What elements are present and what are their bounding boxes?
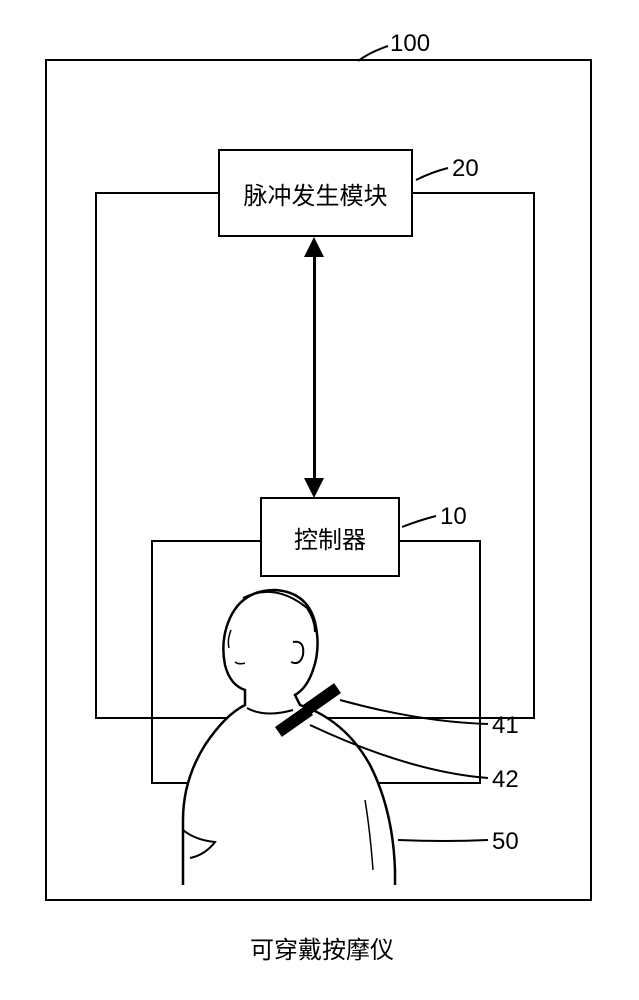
label-100: 100 — [390, 30, 430, 58]
controller-box: 控制器 — [260, 497, 400, 577]
pulse-box: 脉冲发生模块 — [218, 149, 413, 237]
arrow-shaft — [313, 252, 316, 482]
label-50: 50 — [492, 828, 519, 856]
pulse-box-label: 脉冲发生模块 — [244, 176, 388, 211]
label-42: 42 — [492, 766, 519, 794]
arrow-head-up — [304, 237, 324, 257]
label-10: 10 — [440, 503, 467, 531]
arrow-head-down — [304, 478, 324, 498]
label-20: 20 — [452, 155, 479, 183]
label-41: 41 — [492, 712, 519, 740]
caption: 可穿戴按摩仪 — [250, 930, 394, 965]
controller-box-label: 控制器 — [294, 520, 366, 555]
